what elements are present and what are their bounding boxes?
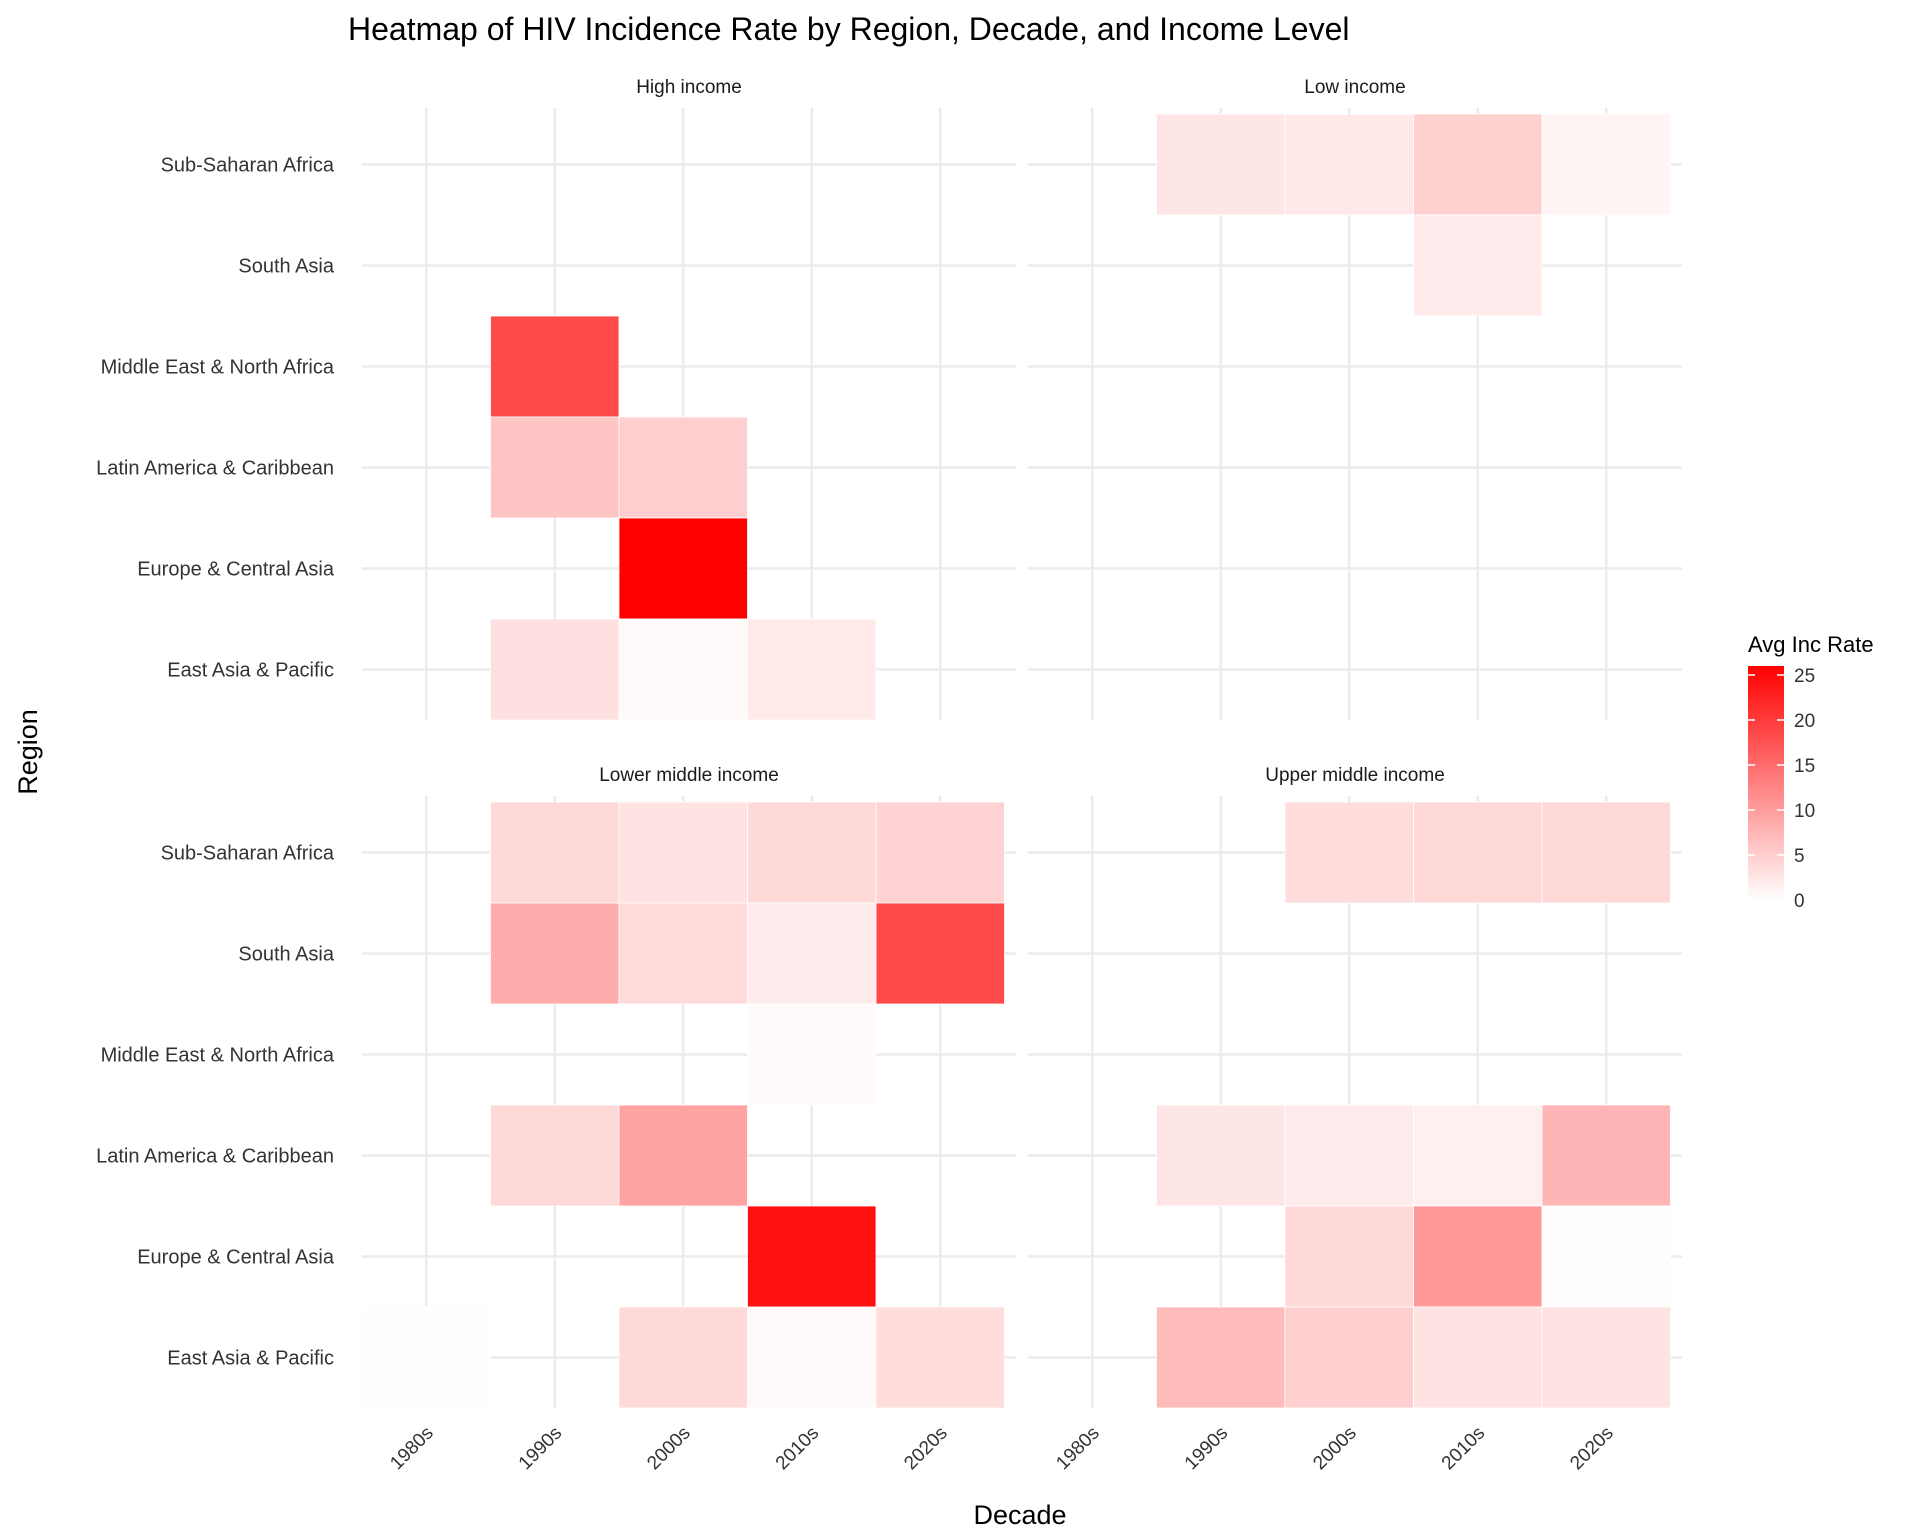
x-tick-label: 1980s [386, 1423, 437, 1474]
heatmap-cell [618, 517, 748, 620]
legend-tick-label: 25 [1794, 666, 1815, 687]
heatmap-cell [1541, 1306, 1671, 1409]
heatmap-cell [875, 801, 1005, 904]
legend-tick-label: 20 [1794, 711, 1815, 732]
heatmap-cell [1541, 113, 1671, 216]
x-tick-label: 2010s [1438, 1423, 1489, 1474]
facet-panels: High income East Asia & Pacific Europe & C… [96, 77, 1682, 1474]
facet-label: Low income [1304, 77, 1405, 98]
legend-tick-label: 0 [1794, 891, 1805, 912]
y-tick-label: East Asia & Pacific [167, 660, 334, 682]
heatmap-cell [747, 801, 877, 904]
x-tick-label: 1990s [515, 1423, 566, 1474]
y-tick-label: Sub-Saharan Africa [161, 843, 335, 865]
heatmap-cell [1413, 801, 1543, 904]
heatmap-cell [875, 902, 1005, 1005]
heatmap-cell [490, 1104, 620, 1207]
x-tick-label: 2000s [1309, 1423, 1360, 1474]
facet-lower-middle-income: Lower middle income East Asia & Pacific Eu… [96, 765, 1016, 1474]
legend-ticks: 0 5 10 15 20 25 [1748, 666, 1815, 912]
facet-label: High income [636, 77, 742, 98]
y-tick-label: South Asia [238, 256, 335, 278]
facet-label: Upper middle income [1265, 765, 1445, 786]
heatmap-cell [875, 1306, 1005, 1409]
y-tick-label: Middle East & North Africa [101, 1045, 335, 1067]
heatmap-cell [618, 618, 748, 721]
y-tick-label: Latin America & Caribbean [96, 1146, 334, 1168]
heatmap-cell [1413, 1306, 1543, 1409]
heatmap-cell [618, 416, 748, 519]
y-tick-label: Europe & Central Asia [137, 1247, 335, 1269]
heatmap-cell [1413, 1205, 1543, 1308]
heatmap-cell [1541, 1104, 1671, 1207]
heatmap-cell [618, 801, 748, 904]
heatmap-cell [747, 1306, 877, 1409]
heatmap-cell [490, 315, 620, 418]
color-legend: Avg Inc Rate 0 5 10 15 20 25 [1748, 632, 1874, 912]
y-tick-label: Europe & Central Asia [137, 559, 335, 581]
heatmap-cell [1156, 113, 1286, 216]
heatmap-cell [747, 1205, 877, 1308]
heatmap-cell [747, 902, 877, 1005]
facet-label: Lower middle income [599, 765, 779, 786]
x-tick-label: 2000s [643, 1423, 694, 1474]
x-tick-label: 1980s [1052, 1423, 1103, 1474]
legend-tick-label: 10 [1794, 801, 1815, 822]
heatmap-cell [490, 801, 620, 904]
heatmap-cell [747, 618, 877, 721]
chart-title: Heatmap of HIV Incidence Rate by Region,… [348, 11, 1349, 47]
y-tick-label: East Asia & Pacific [167, 1348, 334, 1370]
heatmap-cell [361, 1306, 491, 1409]
legend-title: Avg Inc Rate [1748, 632, 1874, 657]
heatmap-cell [1413, 113, 1543, 216]
heatmap-cell [1156, 1104, 1286, 1207]
x-tick-label: 2010s [772, 1423, 823, 1474]
heatmap-cell [1541, 801, 1671, 904]
heatmap-cell [618, 1104, 748, 1207]
heatmap-cell [1284, 1205, 1414, 1308]
facet-upper-middle-income: Upper middle income 1980s 1990s 2000s 2010s 2… [1028, 765, 1682, 1474]
x-tick-label: 2020s [900, 1423, 951, 1474]
heatmap-cell [618, 902, 748, 1005]
heatmap-cell [1413, 214, 1543, 317]
y-tick-label: South Asia [238, 944, 335, 966]
heatmap-cell [1413, 1104, 1543, 1207]
legend-tick-label: 5 [1794, 846, 1805, 867]
x-axis-title: Decade [973, 1500, 1066, 1530]
heatmap-cell [747, 1003, 877, 1106]
facet-high-income: High income East Asia & Pacific Europe & C… [96, 77, 1016, 721]
heatmap-cell [1284, 1104, 1414, 1207]
x-tick-label: 2020s [1566, 1423, 1617, 1474]
heatmap-cell [490, 618, 620, 721]
legend-colorbar [1748, 666, 1784, 900]
heatmap-cell [1284, 113, 1414, 216]
facet-low-income: Low income [1028, 77, 1682, 720]
heatmap-cell [1284, 1306, 1414, 1409]
heatmap-cell [1541, 1205, 1671, 1308]
heatmap-cell [490, 416, 620, 519]
heatmap-cell [1284, 801, 1414, 904]
heatmap-cell [618, 1306, 748, 1409]
x-tick-label: 1990s [1181, 1423, 1232, 1474]
legend-tick-label: 15 [1794, 756, 1815, 777]
y-tick-label: Latin America & Caribbean [96, 458, 334, 480]
y-tick-label: Middle East & North Africa [101, 357, 335, 379]
y-tick-label: Sub-Saharan Africa [161, 155, 335, 177]
heatmap-cell [490, 902, 620, 1005]
heatmap-cell [1156, 1306, 1286, 1409]
y-axis-title: Region [13, 709, 43, 795]
